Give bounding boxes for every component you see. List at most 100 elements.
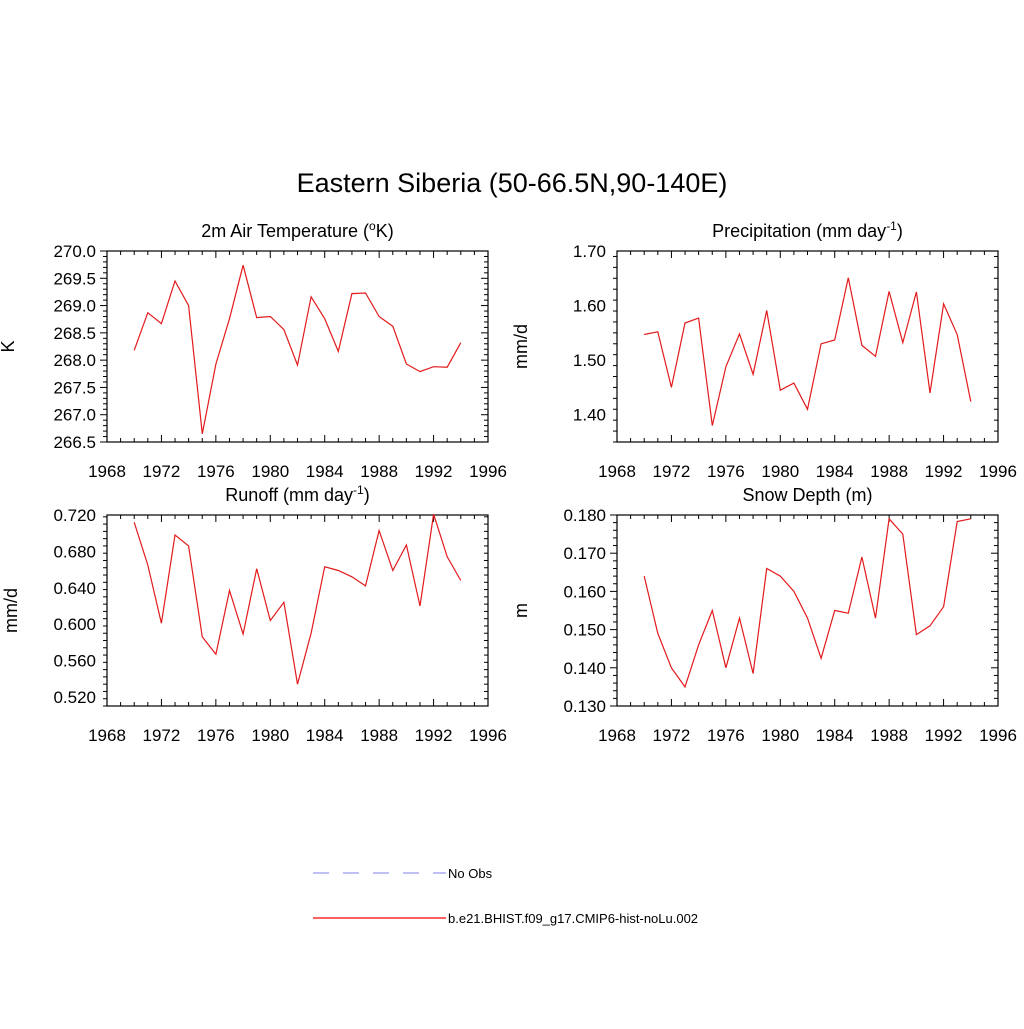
temperature-data-point xyxy=(446,366,449,369)
temperature-data-point xyxy=(133,349,136,352)
temperature-data-point xyxy=(296,364,299,367)
runoff-data-point xyxy=(364,584,367,587)
precipitation-data-point xyxy=(874,355,877,358)
runoff-y-tick-label: 0.520 xyxy=(53,688,96,707)
temperature-data-point xyxy=(350,292,353,295)
snow-depth-data-point xyxy=(684,685,687,688)
snow-depth-data-point xyxy=(888,517,891,520)
temperature-series-line xyxy=(133,265,462,434)
snow-depth-y-tick-label: 0.140 xyxy=(563,659,606,678)
temperature-data-point xyxy=(160,322,163,325)
runoff-data-point xyxy=(350,575,353,578)
temperature-data-point xyxy=(459,341,462,344)
precipitation-data-point xyxy=(684,322,687,325)
precipitation-x-tick-label: 1988 xyxy=(870,462,908,481)
precipitation-data-point xyxy=(738,332,741,335)
snow-depth-x-tick-label: 1988 xyxy=(870,726,908,745)
temperature-title: 2m Air Temperature (oK) xyxy=(201,219,393,241)
runoff-x-tick-label: 1968 xyxy=(88,726,126,745)
snow-depth-y-tick-label: 0.180 xyxy=(563,506,606,525)
runoff-x-tick-label: 1980 xyxy=(251,726,289,745)
temperature-data-point xyxy=(337,350,340,353)
snow-depth-data-point xyxy=(874,617,877,620)
snow-depth-title: Snow Depth (m) xyxy=(742,485,872,505)
runoff-data-point xyxy=(378,529,381,532)
runoff-data-point xyxy=(269,619,272,622)
snow-depth-data-point xyxy=(860,556,863,559)
precipitation-title: Precipitation (mm day-1) xyxy=(712,219,903,241)
runoff-x-tick-label: 1972 xyxy=(143,726,181,745)
temperature-data-point xyxy=(174,280,177,283)
runoff-x-tick-label: 1996 xyxy=(469,726,507,745)
precipitation-y-axis-label: mm/d xyxy=(511,324,531,369)
snow-depth-data-point xyxy=(711,609,714,612)
precipitation-data-point xyxy=(956,333,959,336)
runoff-data-point xyxy=(214,653,217,656)
runoff-data-point xyxy=(418,604,421,607)
runoff-data-point xyxy=(310,632,313,635)
precipitation-data-point xyxy=(724,365,727,368)
precipitation-data-point xyxy=(860,344,863,347)
temperature-data-point xyxy=(255,316,258,319)
temperature-y-tick-label: 269.5 xyxy=(53,269,96,288)
runoff-data-point xyxy=(405,544,408,547)
temperature-data-point xyxy=(242,264,245,267)
figure-title: Eastern Siberia (50-66.5N,90-140E) xyxy=(296,168,728,198)
runoff-y-tick-label: 0.680 xyxy=(53,542,96,561)
temperature-data-point xyxy=(323,317,326,320)
runoff-data-point xyxy=(160,622,163,625)
temperature-x-tick-label: 1968 xyxy=(88,462,126,481)
precipitation-data-point xyxy=(656,330,659,333)
temperature-panel: 1968 1972 1976 1980 1984 1988 1992 1996 266.5 267… xyxy=(0,219,507,481)
precipitation-y-tick-label: 1.40 xyxy=(573,406,606,425)
temperature-data-point xyxy=(378,315,381,318)
runoff-frame xyxy=(106,514,489,707)
snow-depth-data-point xyxy=(752,672,755,675)
snow-depth-y-axis-label: m xyxy=(511,603,531,618)
temperature-data-point xyxy=(146,311,149,314)
precipitation-frame xyxy=(616,250,999,443)
snow-depth-data-point xyxy=(820,657,823,660)
snow-depth-x-tick-label: 1972 xyxy=(653,726,691,745)
precipitation-data-point xyxy=(901,341,904,344)
runoff-y-tick-label: 0.600 xyxy=(53,615,96,634)
snow-depth-y-tick-label: 0.170 xyxy=(563,544,606,563)
runoff-data-point xyxy=(296,683,299,686)
temperature-data-point xyxy=(432,365,435,368)
temperature-data-point xyxy=(418,370,421,373)
runoff-data-point xyxy=(337,569,340,572)
temperature-y-tick-label: 266.5 xyxy=(53,433,96,452)
temperature-y-tick-label: 268.5 xyxy=(53,324,96,343)
runoff-data-point xyxy=(146,564,149,567)
precipitation-x-tick-label: 1984 xyxy=(816,462,854,481)
precipitation-x-tick-label: 1968 xyxy=(598,462,636,481)
precipitation-y-tick-label: 1.70 xyxy=(573,242,606,261)
temperature-data-point xyxy=(364,292,367,295)
runoff-data-point xyxy=(446,555,449,558)
temperature-x-tick-label: 1980 xyxy=(251,462,289,481)
precipitation-data-point xyxy=(969,400,972,403)
snow-depth-data-point xyxy=(697,643,700,646)
precipitation-data-point xyxy=(765,309,768,312)
temperature-x-tick-label: 1984 xyxy=(306,462,344,481)
precipitation-data-point xyxy=(820,342,823,345)
snow-depth-data-point xyxy=(806,617,809,620)
precipitation-data-point xyxy=(847,276,850,279)
runoff-data-point xyxy=(391,569,394,572)
precipitation-x-tick-label: 1996 xyxy=(979,462,1017,481)
precipitation-data-point xyxy=(942,302,945,305)
snow-depth-x-tick-label: 1984 xyxy=(816,726,854,745)
temperature-data-point xyxy=(228,317,231,320)
temperature-y-tick-label: 268.0 xyxy=(53,351,96,370)
snow-depth-data-point xyxy=(847,612,850,615)
snow-depth-y-tick-label: 0.130 xyxy=(563,697,606,716)
precipitation-y-tick-label: 1.60 xyxy=(573,297,606,316)
runoff-title: Runoff (mm day-1) xyxy=(225,483,369,505)
precipitation-data-point xyxy=(697,317,700,320)
snow-depth-data-point xyxy=(942,605,945,608)
precipitation-data-point xyxy=(792,382,795,385)
runoff-data-point xyxy=(323,565,326,568)
temperature-x-tick-label: 1992 xyxy=(415,462,453,481)
temperature-y-axis-label: K xyxy=(0,340,18,352)
